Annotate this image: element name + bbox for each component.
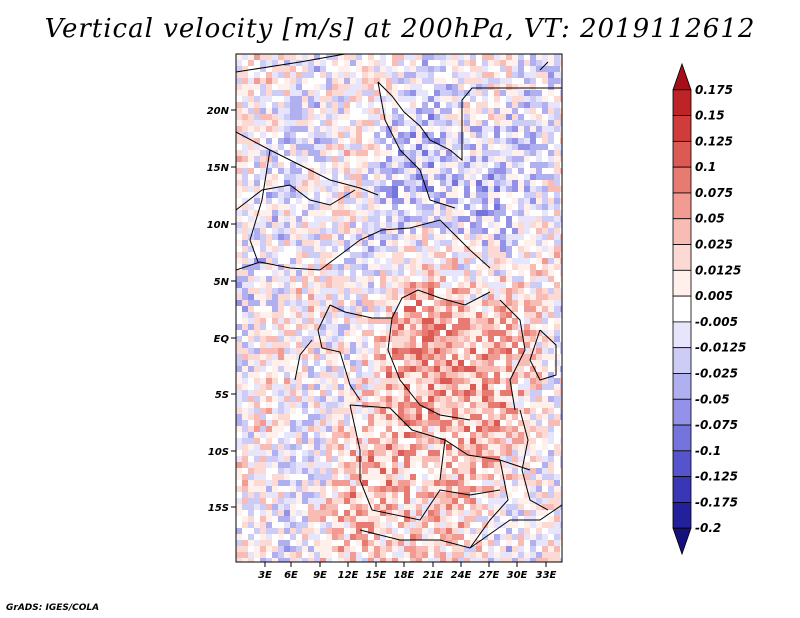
lon-label: 24E [451,570,472,581]
map-title: Vertical velocity [m/s] at 200hPa, VT: 2… [44,14,756,44]
colorbar: 0.175 0.15 0.125 0.1 0.075 0.05 0.025 0.0125 0.0… [672,62,746,556]
colorbar-label: 0.005 [695,289,733,303]
lon-label: 6E [284,570,298,581]
lat-label: 20N [207,106,230,117]
colorbar-bin [672,476,692,503]
colorbar-label: 0.15 [695,109,725,123]
colorbar-bin [672,89,692,116]
colorbar-bin [672,115,692,142]
colorbar-bin [672,373,692,400]
colorbar-bottom-triangle [672,527,692,556]
lat-label: 15N [207,163,230,174]
colorbar-label: -0.05 [695,392,730,406]
lat-label: 5N [214,277,230,288]
lon-label: 33E [536,570,557,581]
colorbar-label: 0.0125 [695,263,741,277]
colorbar-label: 0.075 [695,186,733,200]
colorbar-bin [672,424,692,452]
lon-label: 15E [366,570,387,581]
country-borders [236,54,562,549]
grads-credit: GrADS: IGES/COLA [6,603,100,613]
colorbar-label: -0.2 [695,521,721,535]
colorbar-bin [672,269,692,297]
colorbar-label: 0.1 [695,160,716,174]
colorbar-label: 0.175 [695,83,733,97]
colorbar-label: 0.125 [695,134,733,148]
lon-label: 18E [394,570,415,581]
colorbar-bin [672,450,692,478]
colorbar-top-triangle [672,62,692,91]
longitude-axis: 3E 6E 9E 12E 15E 18E 21E 24E 27E 30E 33E [258,562,557,581]
colorbar-bin [672,502,692,529]
lon-label: 3E [258,570,272,581]
colorbar-bin [672,347,692,374]
lon-label: 21E [423,570,444,581]
colorbar-bin [672,244,692,271]
colorbar-label: -0.025 [695,366,738,380]
latitude-axis: 20N 15N 10N 5N EQ 5S 10S 15S [207,106,236,514]
lat-label: 5S [215,390,229,401]
colorbar-label: -0.1 [695,444,721,458]
colorbar-label: 0.05 [695,212,725,226]
lon-label: 9E [313,570,327,581]
lat-label: 10N [207,220,230,231]
colorbar-label: -0.125 [695,470,738,484]
colorbar-bin [672,140,692,168]
map-frame [235,53,563,563]
colorbar-label: -0.175 [695,495,738,509]
colorbar-label: -0.0125 [695,341,746,355]
lon-label: 30E [507,570,528,581]
colorbar-bin [672,295,692,323]
colorbar-label: 0.025 [695,238,733,252]
colorbar-label: -0.005 [695,315,738,329]
colorbar-bin [672,218,692,245]
lat-label: EQ [214,334,230,345]
lat-label: 15S [208,503,229,514]
lon-label: 12E [338,570,359,581]
velocity-field [236,54,562,562]
colorbar-bin [672,166,692,194]
colorbar-bin [672,321,692,349]
lon-label: 27E [479,570,500,581]
colorbar-bin [672,398,692,426]
colorbar-label: -0.075 [695,418,738,432]
colorbar-bin [672,192,692,220]
lat-label: 10S [208,447,229,458]
